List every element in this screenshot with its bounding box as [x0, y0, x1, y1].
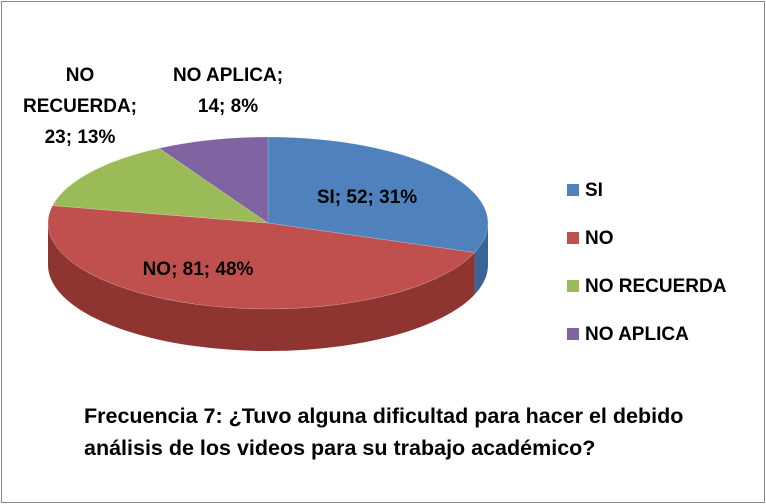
data-label: NO APLICA; — [173, 65, 283, 86]
data-label: NO — [66, 65, 95, 86]
data-label: RECUERDA; — [23, 96, 137, 117]
legend-swatch — [567, 328, 579, 340]
data-label: 23; 13% — [45, 127, 116, 148]
data-label: 14; 8% — [198, 96, 258, 117]
pie-slice — [158, 136, 269, 224]
pie-side — [474, 223, 488, 295]
legend-label: NO — [585, 228, 614, 249]
chart-title: Frecuencia 7: ¿Tuvo alguna dificultad pa… — [84, 404, 684, 460]
legend-swatch — [567, 232, 579, 244]
pie-side — [48, 223, 475, 351]
pie-tops — [47, 136, 489, 310]
legend-label: SI — [585, 180, 603, 201]
data-label: SI; 52; 31% — [317, 187, 417, 208]
legend-label: NO RECUERDA — [585, 276, 727, 297]
legend-swatch — [567, 184, 579, 196]
legend-swatch — [567, 280, 579, 292]
legend-label: NO APLICA — [585, 324, 689, 345]
pie-sides — [48, 223, 488, 351]
pie-slice — [267, 136, 489, 253]
pie-slice — [47, 205, 476, 310]
data-label: NO; 81; 48% — [143, 259, 254, 280]
pie-slice — [52, 147, 269, 224]
